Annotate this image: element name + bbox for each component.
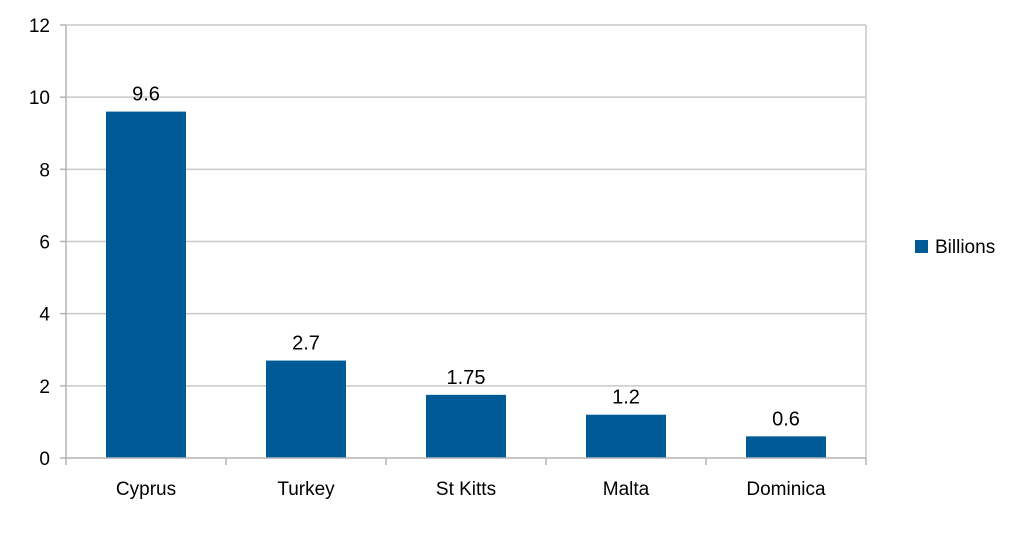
bar-dominica	[746, 436, 826, 458]
gridlines	[66, 24, 867, 458]
data-label-dominica: 0.6	[772, 408, 800, 430]
data-label-cyprus: 9.6	[132, 84, 160, 106]
y-tick-label-12: 12	[29, 16, 50, 37]
y-tick-label-10: 10	[29, 88, 50, 109]
y-tick-label-4: 4	[39, 305, 50, 326]
y-tick-label-0: 0	[39, 449, 50, 470]
bars	[106, 111, 826, 458]
y-tick-label-8: 8	[39, 160, 50, 181]
x-tick-label-st-kitts: St Kitts	[436, 479, 496, 500]
x-tick-label-cyprus: Cyprus	[116, 479, 176, 500]
axes	[60, 24, 867, 465]
x-tick-label-malta: Malta	[603, 479, 650, 500]
legend: Billions	[915, 237, 995, 258]
legend-swatch-billions	[915, 240, 928, 253]
legend-label-billions: Billions	[935, 237, 995, 258]
data-label-malta: 1.2	[612, 387, 640, 409]
data-label-turkey: 2.7	[292, 333, 320, 355]
y-tick-label-6: 6	[39, 233, 50, 254]
bar-st-kitts	[426, 394, 506, 458]
x-tick-label-turkey: Turkey	[277, 479, 335, 500]
x-tick-label-dominica: Dominica	[746, 479, 826, 500]
bar-turkey	[266, 360, 346, 458]
data-label-st-kitts: 1.75	[447, 367, 486, 389]
y-tick-label-2: 2	[39, 377, 50, 398]
bar-malta	[586, 414, 666, 458]
labels: 0 2 4 6 8 10 12 9.6 Cyprus 2.7 Turkey 1.75 St Kitts 1…	[29, 16, 826, 500]
bar-cyprus	[106, 111, 186, 458]
